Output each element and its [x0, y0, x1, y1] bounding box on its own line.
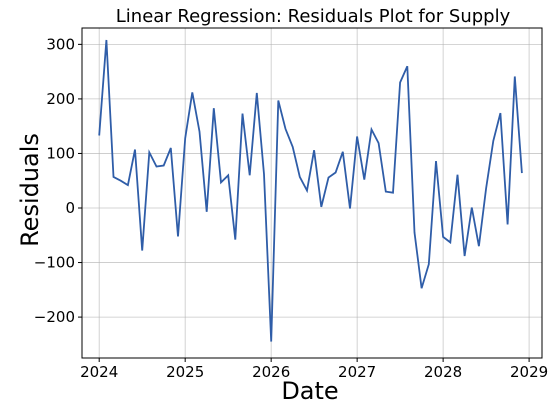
x-axis-label: Date — [281, 377, 338, 405]
y-axis-label: Residuals — [16, 133, 44, 247]
y-tick-label: 100 — [46, 144, 75, 162]
x-tick-label: 2025 — [166, 363, 204, 381]
axis-ticks: 2024 2025 2026 2027 2028 2029 −200 −100 0 100 200 3… — [34, 35, 548, 381]
plot-frame — [81, 27, 543, 359]
y-tick-label: 300 — [46, 35, 75, 53]
residuals-series-line — [98, 39, 523, 342]
y-tick-label: 0 — [65, 199, 75, 217]
x-tick-label: 2029 — [510, 363, 548, 381]
chart-title: Linear Regression: Residuals Plot for Su… — [116, 6, 511, 27]
y-tick-label: 200 — [46, 90, 75, 108]
y-tick-label: −100 — [34, 254, 75, 272]
x-tick-label: 2024 — [80, 363, 118, 381]
y-tick-label: −200 — [34, 308, 75, 326]
x-tick-label: 2026 — [252, 363, 290, 381]
x-tick-label: 2028 — [424, 363, 462, 381]
x-tick-label: 2027 — [338, 363, 376, 381]
grid-lines — [82, 28, 542, 358]
